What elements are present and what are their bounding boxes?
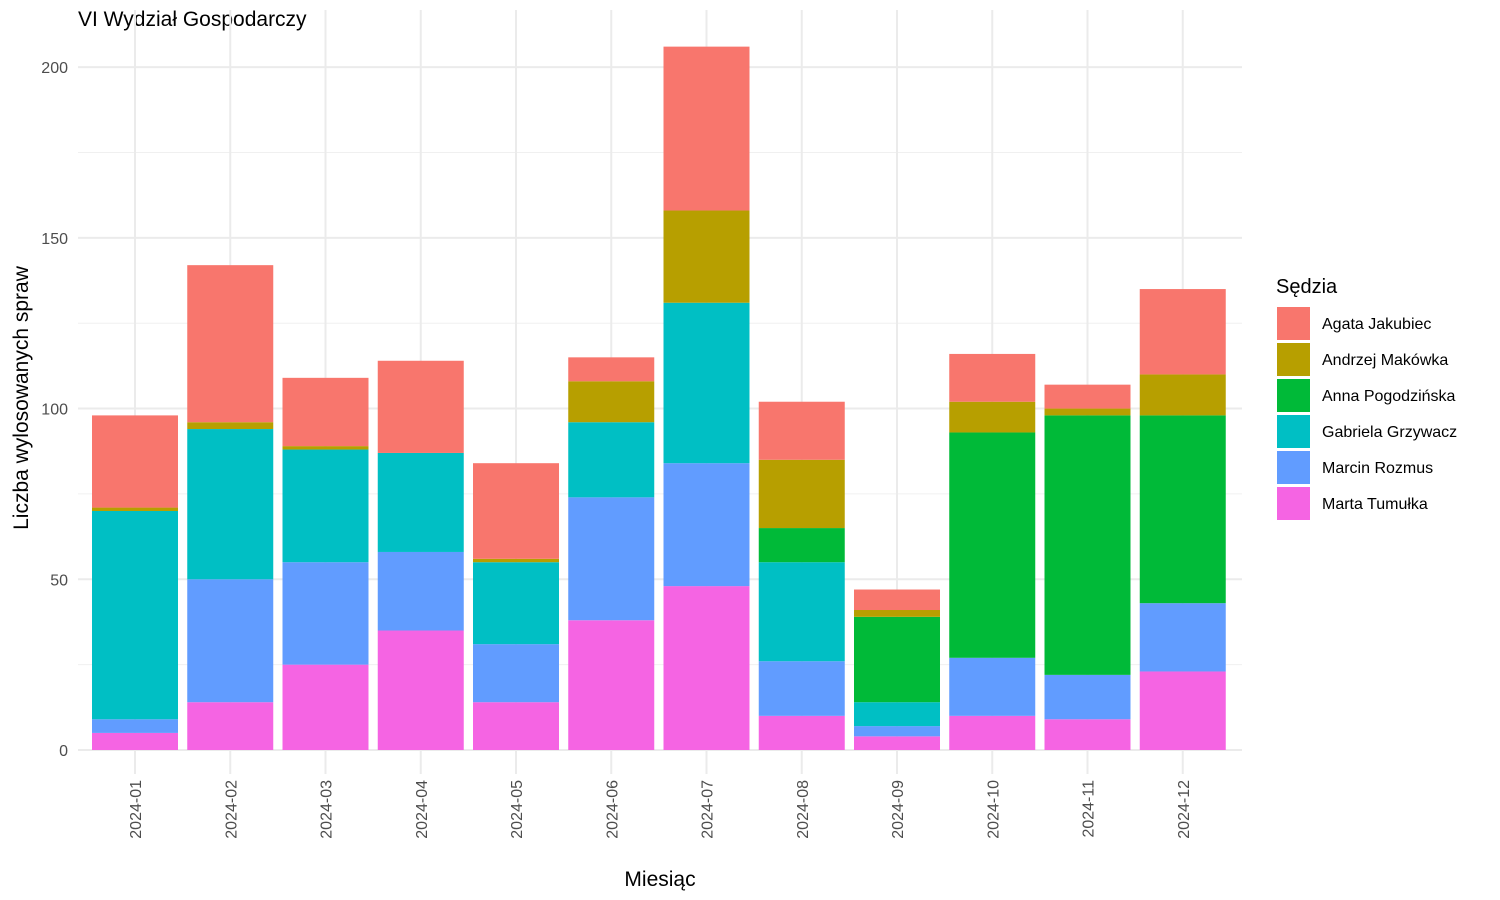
bar-segment xyxy=(187,702,274,750)
bar-segment xyxy=(568,497,655,621)
bar-segment xyxy=(187,429,274,580)
bar-segment xyxy=(568,422,655,498)
bar-segment xyxy=(568,381,655,423)
legend-label: Anna Pogodzińska xyxy=(1322,388,1456,405)
bar-segment xyxy=(758,661,845,716)
bar-segment xyxy=(758,562,845,662)
legend-label: Gabriela Grzywacz xyxy=(1322,424,1457,441)
bar-segment xyxy=(758,715,845,750)
bar-segment xyxy=(282,562,369,665)
legend-swatch xyxy=(1277,343,1310,376)
x-tick-label: 2024-06 xyxy=(604,780,621,839)
bar-segment xyxy=(473,558,559,563)
y-tick-label: 100 xyxy=(41,402,68,419)
y-tick-label: 50 xyxy=(50,572,68,589)
legend-label: Agata Jakubiec xyxy=(1322,316,1431,333)
bar-segment xyxy=(1044,384,1131,409)
bar-segment xyxy=(949,657,1036,716)
bar-segment xyxy=(473,562,559,645)
bar-segment xyxy=(92,415,178,508)
bar-segment xyxy=(92,719,178,733)
x-axis-title: Miesiąc xyxy=(624,868,695,891)
bar-segment xyxy=(282,377,369,447)
bar-segment xyxy=(663,302,750,464)
legend-swatch xyxy=(1277,379,1310,412)
x-tick-label: 2024-05 xyxy=(509,780,526,839)
bar-segment xyxy=(377,452,464,552)
bar-segment xyxy=(1044,415,1131,675)
bar-segment xyxy=(187,579,274,703)
legend-label: Marta Tumułka xyxy=(1322,496,1428,513)
x-tick-label: 2024-03 xyxy=(319,780,336,839)
bar-segment xyxy=(1139,415,1226,604)
bar-segment xyxy=(758,401,845,460)
bar-segment xyxy=(473,463,559,559)
bar-segment xyxy=(1139,374,1226,416)
bars xyxy=(92,46,1226,750)
bar-segment xyxy=(377,551,464,631)
bar-segment xyxy=(663,46,750,211)
bar-segment xyxy=(854,736,940,750)
bar-segment xyxy=(568,620,655,750)
y-tick-label: 200 xyxy=(41,60,68,77)
bar-segment xyxy=(473,644,559,703)
legend-swatch xyxy=(1277,307,1310,340)
legend-swatch xyxy=(1277,415,1310,448)
bar-segment xyxy=(949,715,1036,750)
bar-segment xyxy=(1139,603,1226,672)
y-axis-title: Liczba wylosowanych spraw xyxy=(10,265,33,530)
bar-segment xyxy=(473,702,559,750)
legend-swatch xyxy=(1277,487,1310,520)
legend-title: Sędzia xyxy=(1276,276,1338,298)
bar-segment xyxy=(377,630,464,750)
x-axis-ticks: 2024-01 2024-02 2024-03 2024-04 2024-05 2024-… xyxy=(128,780,1193,839)
bar-segment xyxy=(949,401,1036,433)
bar-segment xyxy=(854,589,940,611)
y-axis-ticks: 0 50 100 150 200 xyxy=(41,60,68,760)
bar-segment xyxy=(854,610,940,617)
legend-swatch xyxy=(1277,451,1310,484)
x-tick-label: 2024-01 xyxy=(128,780,145,839)
bar-segment xyxy=(282,449,369,563)
bar-segment xyxy=(663,463,750,587)
x-tick-label: 2024-11 xyxy=(1081,780,1098,838)
legend-label: Marcin Rozmus xyxy=(1322,460,1433,477)
bar-segment xyxy=(568,357,655,382)
chart-title: VI Wydział Gospodarczy xyxy=(78,8,307,31)
x-tick-label: 2024-02 xyxy=(223,780,240,839)
bar-segment xyxy=(758,528,845,563)
bar-segment xyxy=(854,616,940,703)
bar-segment xyxy=(1139,289,1226,375)
bar-segment xyxy=(758,459,845,529)
x-tick-label: 2024-10 xyxy=(985,780,1002,839)
bar-segment xyxy=(187,265,274,423)
legend: Sędzia Agata Jakubiec Andrzej Makówka Anna… xyxy=(1276,276,1457,520)
bar-segment xyxy=(949,353,1036,402)
bar-segment xyxy=(663,586,750,750)
x-tick-label: 2024-04 xyxy=(414,780,431,839)
bar-segment xyxy=(1044,719,1131,750)
bar-segment xyxy=(1139,671,1226,750)
bar-segment xyxy=(1044,408,1131,416)
bar-segment xyxy=(377,360,464,453)
bar-segment xyxy=(92,732,178,750)
bar-segment xyxy=(854,726,940,737)
bar-segment xyxy=(282,446,369,450)
bar-segment xyxy=(92,507,178,511)
legend-label: Andrzej Makówka xyxy=(1322,352,1448,369)
x-tick-label: 2024-07 xyxy=(700,780,717,839)
x-tick-label: 2024-09 xyxy=(890,780,907,839)
bar-segment xyxy=(187,422,274,430)
bar-segment xyxy=(854,702,940,727)
bar-segment xyxy=(282,664,369,750)
y-tick-label: 0 xyxy=(59,743,68,760)
bar-segment xyxy=(1044,674,1131,720)
bar-segment xyxy=(949,432,1036,658)
bar-segment xyxy=(92,510,178,720)
x-tick-label: 2024-08 xyxy=(795,780,812,839)
y-tick-label: 150 xyxy=(41,231,68,248)
x-tick-label: 2024-12 xyxy=(1176,780,1193,839)
bar-segment xyxy=(663,210,750,303)
